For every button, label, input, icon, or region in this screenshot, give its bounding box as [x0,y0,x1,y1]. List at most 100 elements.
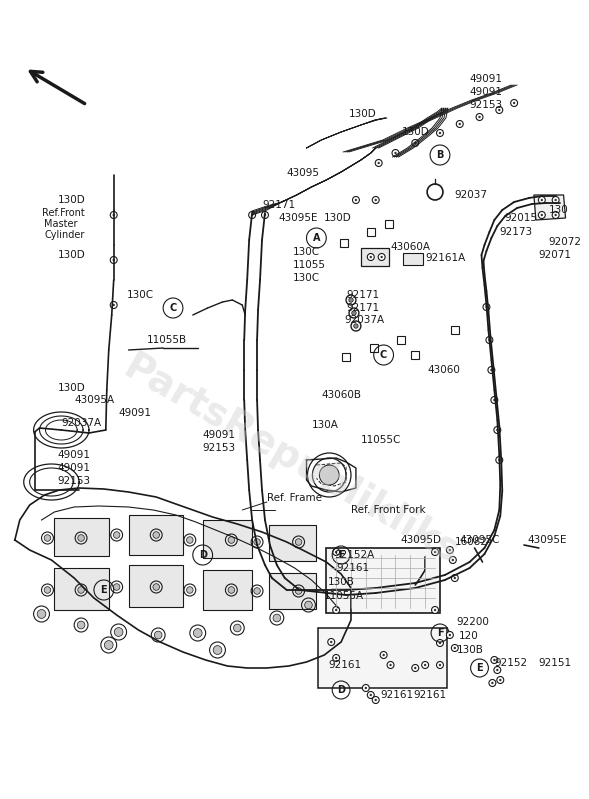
Circle shape [114,531,120,539]
Circle shape [493,399,495,401]
Circle shape [355,199,357,201]
Circle shape [449,634,451,636]
Text: 49091: 49091 [57,450,90,460]
Circle shape [187,586,193,594]
Circle shape [389,664,392,666]
Circle shape [273,614,280,622]
Circle shape [333,639,343,650]
Text: Ref. Frame: Ref. Frame [267,493,322,503]
Text: 92161A: 92161A [425,253,465,263]
Circle shape [422,662,429,669]
Circle shape [488,339,491,341]
Circle shape [496,456,503,463]
Text: 92037A: 92037A [61,418,101,428]
Circle shape [44,535,51,541]
Circle shape [352,197,359,204]
Circle shape [213,646,222,654]
Text: 130C: 130C [293,247,320,257]
Circle shape [496,429,498,431]
Circle shape [498,459,501,461]
Text: 92173: 92173 [499,227,532,237]
Circle shape [436,639,444,646]
Circle shape [513,101,515,104]
Circle shape [378,253,385,260]
Circle shape [114,627,123,636]
Circle shape [452,559,454,561]
Circle shape [454,647,456,650]
Bar [385,220,392,228]
Circle shape [187,537,193,543]
Text: 92161: 92161 [413,690,446,700]
Text: C: C [170,303,177,313]
Circle shape [110,301,117,308]
Text: 43060A: 43060A [391,242,431,252]
Circle shape [439,642,441,644]
Text: PartsRepublikliks: PartsRepublikliks [116,348,465,572]
Text: 92015: 92015 [504,213,537,223]
Text: 92153: 92153 [469,100,503,110]
Circle shape [412,140,419,146]
Circle shape [434,551,436,553]
Circle shape [368,691,374,698]
Text: 43095: 43095 [287,168,320,178]
Circle shape [233,624,241,632]
Circle shape [449,556,456,563]
Text: 92071: 92071 [539,250,572,260]
Circle shape [412,582,419,589]
Circle shape [362,685,369,691]
Text: 130C: 130C [293,273,320,283]
Text: 92161: 92161 [380,690,414,700]
Text: 92153: 92153 [203,443,236,453]
Circle shape [375,199,377,201]
Circle shape [335,657,337,659]
Text: 92037: 92037 [455,190,488,200]
Circle shape [335,609,337,611]
Text: 92171: 92171 [346,290,379,300]
Bar [342,353,350,361]
Text: 43095E: 43095E [527,535,567,545]
Text: 130D: 130D [325,213,352,223]
Circle shape [254,588,260,594]
Circle shape [112,304,115,306]
Text: D: D [198,550,207,560]
Circle shape [392,149,399,157]
Circle shape [44,586,51,594]
Bar [128,515,183,555]
Text: 130D: 130D [402,127,429,137]
Text: 11055: 11055 [293,260,326,270]
Circle shape [372,586,379,594]
Text: 130B: 130B [457,645,484,655]
Circle shape [498,109,501,111]
Circle shape [372,697,379,703]
Circle shape [251,214,253,217]
Text: F: F [338,550,345,560]
Circle shape [295,539,302,545]
Circle shape [333,606,340,614]
Text: 130B: 130B [328,577,355,587]
Circle shape [378,162,380,165]
Circle shape [114,584,120,590]
Circle shape [343,586,349,594]
Circle shape [486,336,493,344]
Circle shape [491,657,498,663]
Circle shape [380,256,383,258]
Text: 92161: 92161 [336,563,369,573]
Text: 11055C: 11055C [361,435,401,445]
Circle shape [330,641,332,643]
Circle shape [488,367,495,373]
Text: Ref.Front: Ref.Front [42,208,84,218]
Circle shape [490,369,492,372]
Circle shape [483,304,490,311]
Circle shape [459,123,461,125]
Circle shape [496,669,498,671]
Circle shape [295,588,302,594]
Circle shape [153,531,160,539]
Circle shape [380,651,387,658]
Bar [398,336,405,344]
Circle shape [496,106,503,113]
Text: 49091: 49091 [469,74,502,84]
Circle shape [478,116,481,118]
Circle shape [264,214,266,217]
Circle shape [335,551,337,553]
Circle shape [541,214,543,217]
